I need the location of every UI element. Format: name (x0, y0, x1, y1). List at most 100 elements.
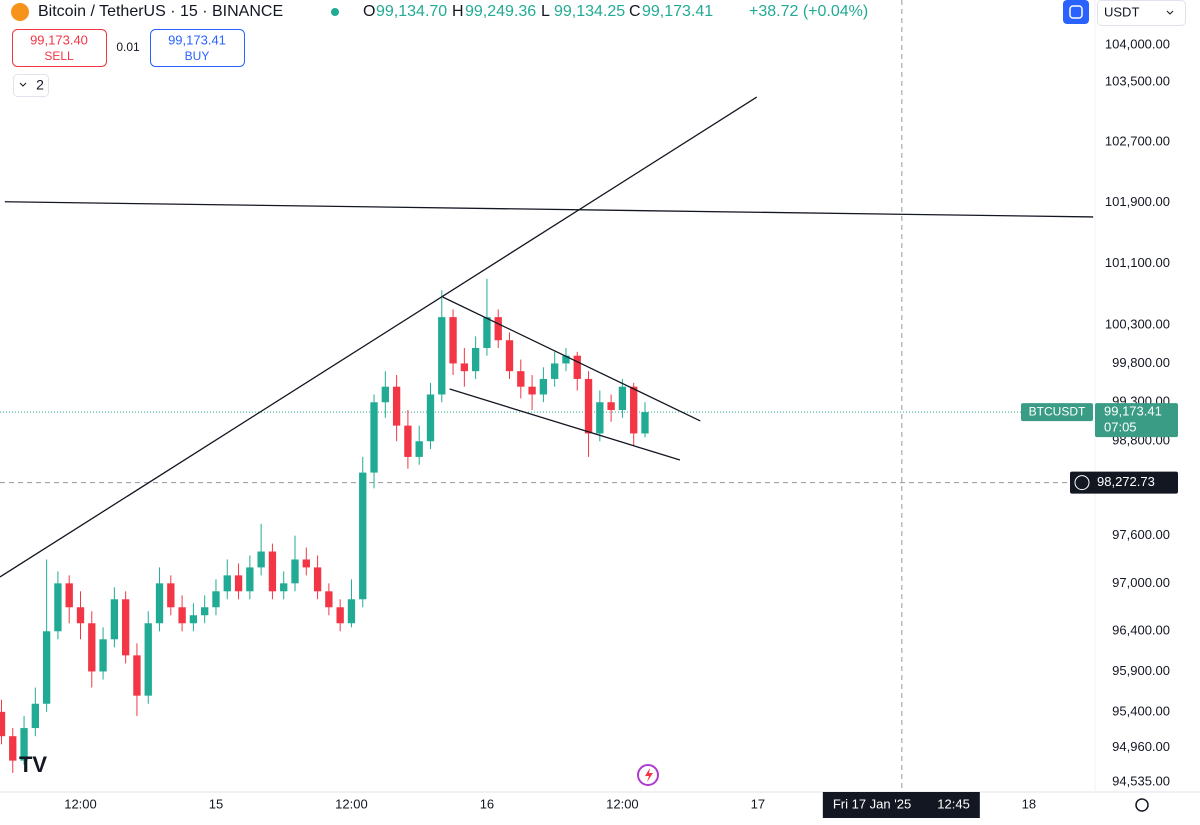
events-bolt (645, 768, 653, 782)
candle-body (302, 559, 310, 568)
currency-dropdown[interactable] (1097, 0, 1186, 26)
y-tick-label: 97,000.00 (1112, 575, 1170, 590)
candle-body (280, 583, 288, 592)
candle-body (596, 402, 604, 434)
candle-body (178, 607, 186, 624)
ohlc-key: O (363, 3, 375, 20)
indicators-toggle[interactable] (13, 74, 49, 97)
candle-body (291, 559, 299, 584)
candle-body (336, 607, 344, 624)
dropdown-arrow (1166, 10, 1174, 15)
candle-body (223, 575, 231, 592)
candle-body (392, 386, 401, 426)
ohlc-legend: O 99,134.70 H 99,249.36 L 99,134.25 C 99,173.41 (363, 3, 713, 20)
candle-body (20, 728, 28, 761)
y-tick-label: 101,100.00 (1105, 255, 1170, 270)
candle-body (618, 386, 627, 411)
y-tick-label: 96,400.00 (1112, 623, 1170, 638)
last-price-label: 99,173.41 (1104, 404, 1162, 419)
candle-body (359, 472, 367, 600)
symbol-logo (11, 3, 29, 21)
ohlc-key: C (629, 3, 641, 20)
candle-body (155, 583, 164, 624)
candle-body (246, 567, 254, 592)
candle-body (438, 317, 446, 395)
ohlc-value: 99,249.36 (465, 3, 536, 20)
buy-price: 99,173.41 (168, 32, 226, 47)
candle-body (630, 386, 638, 434)
crosshair-date: Fri 17 Jan '25 (833, 796, 911, 811)
x-tick-label: 17 (751, 796, 765, 811)
candle-body (483, 317, 491, 348)
x-tick-label: 12:00 (64, 796, 97, 811)
symbol-label: BTCUSDT (1029, 404, 1086, 418)
candle-body (268, 551, 277, 592)
candle-body (234, 575, 243, 592)
candle-body (9, 736, 17, 761)
candle-body (562, 355, 570, 364)
candle-body (88, 623, 96, 672)
candle-body (313, 567, 322, 592)
buy-label: BUY (185, 49, 210, 63)
candle-body (426, 394, 435, 442)
candle-body (494, 317, 502, 341)
y-tick-label: 102,700.00 (1105, 134, 1170, 149)
spread: 0.01 (116, 40, 140, 54)
candle-body (381, 386, 389, 403)
candle-body (528, 386, 536, 395)
ohlc-key: H (452, 3, 464, 20)
candle-body (517, 371, 525, 387)
buy-button[interactable] (150, 29, 245, 67)
candle-body (347, 599, 356, 624)
sell-label: SELL (44, 49, 74, 63)
y-tick-label: 100,300.00 (1105, 316, 1170, 331)
candle-body (144, 623, 152, 696)
x-tick-label: 15 (209, 796, 223, 811)
symbol-tag (1021, 403, 1093, 422)
candle-body (460, 363, 469, 372)
y-tick-label: 101,900.00 (1105, 194, 1170, 209)
candle-body (201, 607, 209, 616)
y-tick-label: 95,400.00 (1112, 703, 1170, 718)
candle-body (539, 378, 548, 395)
crosshair-price-tag (1070, 471, 1178, 494)
candle-body (54, 583, 62, 632)
x-tick-label: 12:00 (335, 796, 368, 811)
x-tick-label: 18 (1022, 796, 1036, 811)
candle-body (325, 591, 333, 608)
symbol-title[interactable]: Bitcoin / TetherUS · 15 · BINANCE (38, 3, 283, 20)
last-price-tag (1095, 403, 1178, 438)
trend-line (449, 388, 681, 461)
market-status (331, 8, 339, 16)
plot-area (0, 0, 1095, 790)
ohlc-value: 99,134.70 (376, 3, 447, 20)
indicators-count: 2 (36, 77, 44, 93)
candle-body (415, 441, 423, 457)
candle-body (471, 347, 480, 372)
change: +38.72 (+0.04%) (749, 3, 868, 20)
crosshair-time-tag (822, 792, 980, 818)
candle-body (584, 378, 593, 434)
candle-body (110, 599, 119, 640)
candle-body (0, 711, 6, 737)
currency: USDT (1104, 4, 1139, 19)
trend-line (442, 296, 701, 422)
sell-button[interactable] (12, 29, 107, 67)
candle-body (370, 402, 378, 473)
ohlc-key: L (541, 3, 550, 20)
x-tick-label: 16 (480, 796, 494, 811)
chevron-icon (19, 82, 27, 87)
y-tick-label: 97,600.00 (1112, 527, 1170, 542)
y-tick-label: 99,800.00 (1112, 355, 1170, 370)
sync-button[interactable] (1063, 0, 1089, 24)
crosshair-time: 12:45 (937, 796, 970, 811)
candle-body (189, 615, 198, 624)
add-alert-icon[interactable] (1074, 475, 1090, 491)
settings-icon[interactable] (1135, 798, 1149, 812)
candle-body (65, 583, 73, 608)
candle-body (573, 355, 581, 379)
candle-body (31, 703, 40, 729)
y-tick-label: 94,535.00 (1112, 774, 1170, 789)
candle-body (42, 631, 51, 704)
